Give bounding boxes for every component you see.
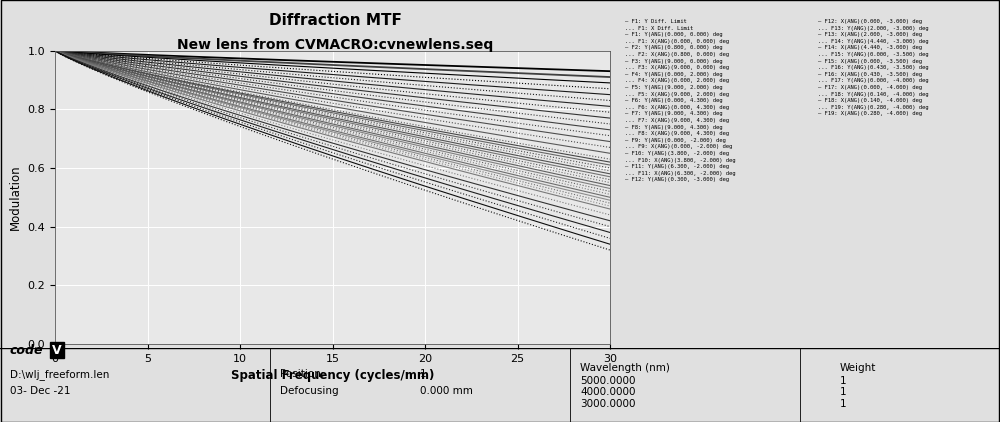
Text: 1: 1 <box>840 376 847 386</box>
Text: 0.000 mm: 0.000 mm <box>420 386 473 396</box>
Text: D:\wlj_freeform.len: D:\wlj_freeform.len <box>10 369 109 380</box>
Text: New lens from CVMACRO:cvnewlens.seq: New lens from CVMACRO:cvnewlens.seq <box>177 38 493 52</box>
Text: code: code <box>10 344 44 357</box>
Text: 1: 1 <box>420 369 427 379</box>
Text: 1: 1 <box>840 387 847 398</box>
Text: — F1: Y Diff. Limit
... F1: X Diff. Limit
— F1: Y(ANG)(0.000, 0.000) deg
... F1:: — F1: Y Diff. Limit ... F1: X Diff. Limi… <box>625 19 736 182</box>
Text: — F12: X(ANG)(0.000, -3.000) deg
... F13: Y(ANG)(2.000, -3.000) deg
— F13: X(ANG: — F12: X(ANG)(0.000, -3.000) deg ... F13… <box>818 19 928 116</box>
X-axis label: Spatial Frequency (cycles/mm): Spatial Frequency (cycles/mm) <box>231 369 434 382</box>
Text: 1: 1 <box>840 399 847 409</box>
Text: Position:: Position: <box>280 369 324 379</box>
Text: Diffraction MTF: Diffraction MTF <box>269 13 401 28</box>
Text: 03- Dec -21: 03- Dec -21 <box>10 386 70 396</box>
Text: Weight: Weight <box>840 363 876 373</box>
Text: Wavelength (nm): Wavelength (nm) <box>580 363 670 373</box>
Text: 3000.0000: 3000.0000 <box>580 399 636 409</box>
Y-axis label: Modulation: Modulation <box>9 165 22 230</box>
Text: V: V <box>52 344 62 357</box>
Text: 4000.0000: 4000.0000 <box>580 387 636 398</box>
Text: Defocusing: Defocusing <box>280 386 339 396</box>
Text: 5000.0000: 5000.0000 <box>580 376 636 386</box>
